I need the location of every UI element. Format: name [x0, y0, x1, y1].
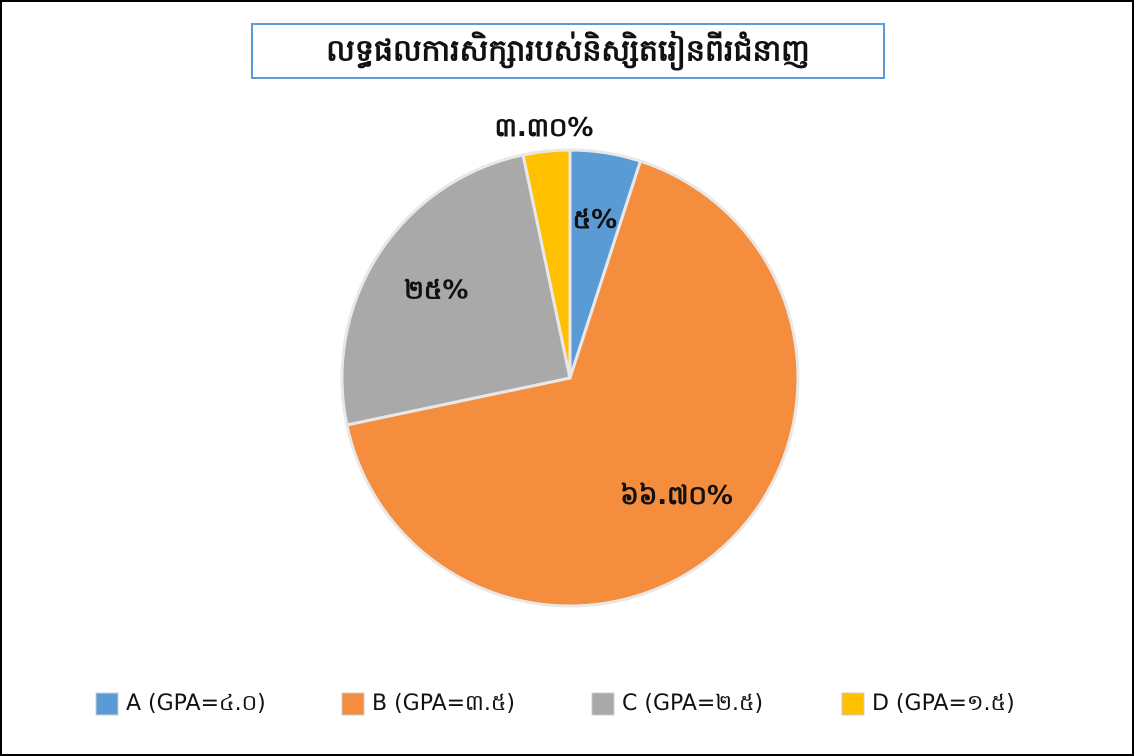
pie-slice — [521, 148, 572, 379]
pie-slice — [340, 153, 572, 427]
legend-swatch — [591, 692, 615, 716]
legend-swatch — [341, 692, 365, 716]
title-box — [251, 23, 885, 79]
data-label: ២៥% — [404, 275, 468, 305]
data-label: ៣.៣០% — [495, 113, 594, 143]
data-label: ៥% — [573, 205, 617, 235]
data-label: ៦៦.៧០% — [620, 481, 732, 511]
chart-title: លទ្ធផលការសិក្សារបស់និស្សិតរៀនពីរជំនាញ — [326, 31, 809, 72]
legend-label: C (GPA=២.៥) — [622, 691, 763, 716]
legend-swatch — [95, 692, 119, 716]
pie-slice — [345, 159, 800, 608]
legend-label: A (GPA=៤.០) — [126, 691, 266, 716]
legend-swatch — [841, 692, 865, 716]
legend-label: B (GPA=៣.៥) — [372, 691, 515, 716]
legend-label: D (GPA=១.៥) — [872, 691, 1015, 716]
